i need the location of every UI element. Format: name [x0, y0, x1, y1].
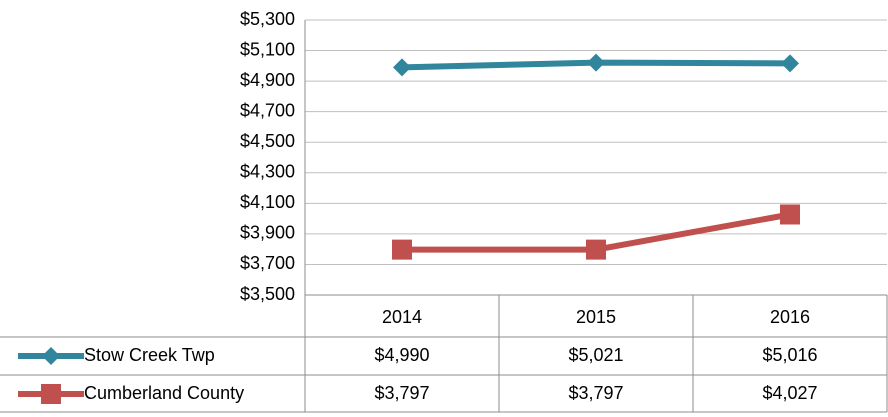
- series-marker: [392, 239, 412, 260]
- table-value: $5,021: [568, 345, 623, 365]
- table-value: $5,016: [762, 345, 817, 365]
- x-tick-label: 2014: [382, 307, 422, 327]
- series-marker: [781, 54, 799, 73]
- series-marker: [780, 204, 800, 225]
- y-tick-label: $5,300: [240, 9, 295, 29]
- table-value: $3,797: [374, 383, 429, 403]
- legend-marker: [41, 384, 61, 404]
- legend-label: Stow Creek Twp: [84, 345, 215, 365]
- y-tick-label: $4,700: [240, 100, 295, 120]
- series-marker: [393, 58, 411, 77]
- y-tick-label: $4,900: [240, 70, 295, 90]
- series-marker: [587, 53, 605, 72]
- series-marker: [586, 239, 606, 260]
- table-value: $3,797: [568, 383, 623, 403]
- y-tick-label: $3,500: [240, 284, 295, 304]
- table-value: $4,027: [762, 383, 817, 403]
- y-tick-label: $4,300: [240, 162, 295, 182]
- x-tick-label: 2016: [770, 307, 810, 327]
- y-tick-label: $4,500: [240, 131, 295, 151]
- table-value: $4,990: [374, 345, 429, 365]
- y-tick-label: $4,100: [240, 192, 295, 212]
- legend-marker: [42, 347, 60, 365]
- x-tick-label: 2015: [576, 307, 616, 327]
- legend-label: Cumberland County: [84, 383, 244, 403]
- y-tick-label: $5,100: [240, 39, 295, 59]
- y-tick-label: $3,900: [240, 223, 295, 243]
- y-tick-label: $3,700: [240, 253, 295, 273]
